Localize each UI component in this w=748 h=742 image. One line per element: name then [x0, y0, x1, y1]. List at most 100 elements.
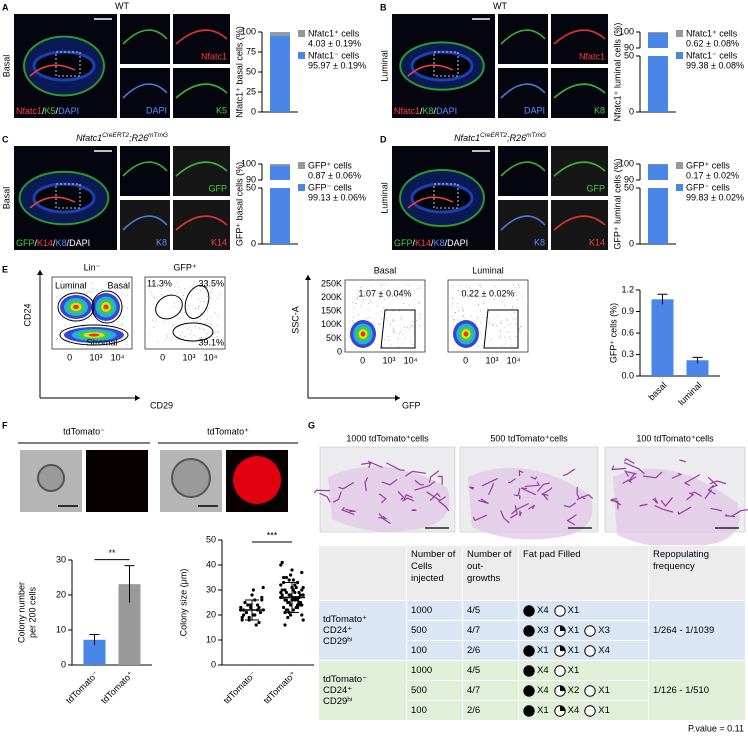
event: [515, 295, 517, 297]
event: [453, 343, 455, 345]
bar-segment: [648, 188, 668, 244]
icon-wedge: [559, 645, 565, 651]
event: [217, 298, 219, 300]
event: [477, 345, 479, 347]
plot-title: GFP⁺: [173, 262, 197, 272]
duct: [437, 475, 443, 485]
results-table: Number of Cells injected Number of out-gr…: [318, 545, 746, 721]
y-tick-label: 50: [624, 50, 634, 60]
text-part: Nfatc1: [76, 133, 102, 143]
event: [211, 297, 213, 299]
bar-segment: [270, 32, 290, 36]
x-tick-label: tdTomato⁺: [261, 669, 298, 706]
event: [179, 335, 181, 337]
event: [406, 327, 408, 329]
event: [397, 337, 399, 339]
outgrowths: 4/5: [462, 600, 519, 621]
y-tick-label: 200K: [321, 292, 342, 302]
y-tick-label: 30: [56, 554, 66, 564]
event: [457, 309, 459, 311]
bar: [651, 299, 674, 376]
dot: [258, 610, 262, 615]
fat-pad-filled: X1 X4 X1: [518, 700, 649, 721]
cell: [37, 464, 65, 492]
duct: [345, 508, 356, 513]
fill-icon: [523, 624, 535, 637]
event: [210, 290, 212, 292]
event: [199, 319, 201, 321]
y-tick-label: 90: [624, 42, 634, 52]
text-part: Nfatc1: [16, 106, 42, 116]
signal: [175, 215, 228, 231]
duct: [319, 492, 331, 503]
event: [387, 335, 389, 337]
dot: [286, 615, 290, 620]
duct: [520, 487, 537, 496]
event: [370, 285, 372, 287]
fill-icon: [584, 684, 596, 697]
fill-count: X1: [567, 605, 580, 616]
legend-swatch: [676, 162, 683, 169]
y-tick-label: 30: [206, 584, 216, 594]
text-part: K8: [434, 238, 445, 248]
dot: [301, 585, 305, 590]
y-tick-label: 0: [211, 659, 216, 669]
y-tick-label: 100: [619, 158, 634, 168]
event: [210, 332, 212, 334]
x-tick-label: 10³: [182, 352, 195, 362]
event: [521, 293, 523, 295]
event: [379, 323, 381, 325]
duct: [524, 481, 541, 488]
duct: [500, 510, 510, 524]
fill-icon: [553, 644, 566, 657]
event: [454, 312, 456, 314]
text-part: /DAPI: [445, 238, 469, 248]
event: [377, 312, 379, 314]
duct: [386, 462, 405, 471]
signal: [175, 161, 228, 177]
density: [360, 331, 366, 337]
gate-label: 33.5%: [198, 278, 224, 288]
event: [512, 306, 514, 308]
event: [126, 344, 128, 346]
icon-circle: [523, 684, 535, 697]
event: [202, 288, 204, 290]
event: [119, 295, 121, 297]
y-tick-label: 0: [629, 106, 634, 116]
stain-label: Nfatc1/K5/DAPI: [16, 106, 79, 116]
duct: [519, 510, 522, 517]
value-label: 0.62 ± 0.08%: [686, 38, 739, 48]
side-label: Luminal: [379, 50, 389, 82]
duct: [378, 515, 388, 520]
text-part: K14: [415, 238, 431, 248]
event: [408, 284, 410, 286]
dot: [293, 598, 297, 602]
dot: [243, 600, 247, 605]
y-axis-label: GFP⁺ basal cells (%): [234, 162, 244, 246]
event: [400, 331, 402, 333]
fat-pad-filled: X3 X1 X3: [518, 620, 649, 641]
dot: [283, 588, 287, 592]
event: [359, 286, 361, 288]
legend-swatch: [298, 184, 305, 191]
image-title: 100 tdTomato⁺cells: [636, 433, 714, 443]
gate-label: 11.3%: [147, 278, 172, 288]
y-tick-label: 150K: [321, 306, 342, 316]
dot: [283, 623, 287, 627]
event: [384, 318, 386, 320]
duct: [677, 506, 692, 515]
event: [61, 287, 63, 289]
event: [352, 316, 354, 318]
event: [420, 285, 422, 287]
text-part: ;R26: [129, 133, 148, 143]
legend-label: GFP⁻ cells: [308, 182, 352, 192]
event: [85, 292, 87, 294]
side-label: Basal: [1, 55, 11, 78]
event: [404, 337, 406, 339]
event: [403, 326, 405, 328]
x-tick-label: 0: [463, 355, 468, 365]
duct: [508, 478, 516, 484]
error-bar: [124, 565, 135, 603]
event: [183, 295, 185, 297]
duct: [403, 494, 413, 501]
